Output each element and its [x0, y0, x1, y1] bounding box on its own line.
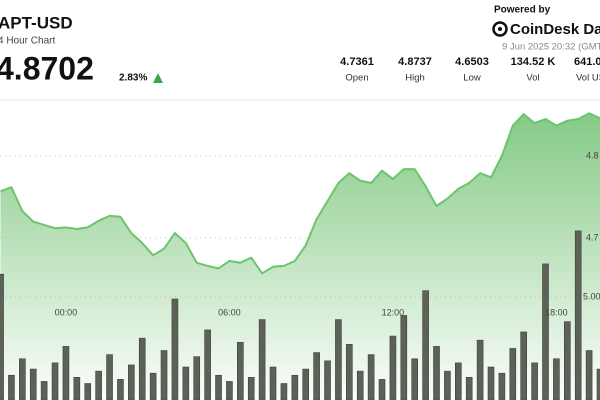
volume-bar: [182, 366, 190, 400]
volume-bar: [171, 298, 179, 400]
stat-label: Vol: [526, 73, 539, 84]
volume-bar: [8, 374, 15, 400]
volume-bar: [51, 362, 59, 400]
stat-label: Low: [463, 73, 481, 84]
volume-bar: [542, 263, 549, 400]
powered-by: Powered by: [494, 5, 551, 16]
volume-bar: [346, 344, 353, 400]
volume-bar: [204, 329, 211, 400]
volume-bar: [138, 337, 146, 400]
plot: 00:00 06:00 12:00 18:00 4.7 4.8 5.00: [0, 112, 600, 400]
area: [0, 113, 600, 400]
period: 4 Hour Chart: [0, 36, 55, 47]
volume-bar: [291, 374, 299, 400]
volume-bar: [73, 377, 81, 400]
price-line: [0, 112, 600, 275]
volume-bar: [335, 319, 342, 400]
volume-bar: [40, 381, 48, 400]
volume-bar: [400, 315, 408, 400]
x-tick-label: 18:00: [545, 307, 568, 317]
volume-bar: [62, 346, 70, 400]
volume-bar: [193, 356, 201, 400]
volume-bar: [553, 358, 560, 400]
volume-bar: [269, 366, 277, 400]
volume-bar: [302, 368, 310, 400]
volume-bar: [596, 368, 600, 400]
volume-bar: [476, 339, 484, 400]
volume-bar: [378, 379, 386, 400]
volume-bar: [0, 273, 4, 400]
volume-bar: [520, 331, 528, 400]
volume-bar: [258, 319, 266, 400]
x-tick-label: 00:00: [55, 307, 78, 317]
volume-bar: [422, 290, 429, 400]
volume-bar: [465, 377, 473, 400]
volume-bar: [509, 348, 517, 400]
volume-bar: [411, 358, 419, 400]
volume-bar: [29, 368, 37, 400]
stat-value: 4.7361: [340, 56, 374, 68]
volume-bar: [487, 366, 495, 400]
x-tick-label: 12:00: [382, 307, 405, 317]
change: 2.83%: [119, 73, 147, 84]
volume-bar: [19, 358, 26, 400]
stat-label: Vol US: [576, 73, 600, 84]
price: 4.8702: [0, 50, 94, 86]
volume-bar: [237, 341, 244, 400]
stats: 4.7361 Open 4.8737 High 4.6503 Low 134.52 K Vol…: [340, 56, 600, 84]
volume-bar: [564, 321, 571, 400]
volume-bar: [280, 383, 288, 400]
volume-bar: [149, 372, 157, 400]
volume-bar: [215, 374, 222, 400]
volume-bar: [117, 379, 124, 400]
up-arrow: [153, 73, 163, 83]
volume-bar: [160, 350, 168, 400]
y-tick-label: 4.7: [586, 232, 599, 242]
logo-dot: [498, 27, 502, 31]
x-tick-label: 06:00: [218, 307, 241, 317]
volume-bar: [128, 364, 135, 400]
volume-bar: [531, 362, 538, 400]
stat-value: 4.8737: [398, 56, 432, 68]
volume-bar: [324, 360, 331, 400]
stat-value: 4.6503: [455, 56, 489, 68]
volume-bar: [95, 370, 102, 400]
volume-bar: [498, 372, 506, 400]
volume-bar: [574, 230, 582, 400]
logo: [492, 21, 508, 37]
stat-value: 134.52 K: [511, 56, 556, 68]
volume-bar: [247, 377, 255, 400]
volume-bar: [444, 370, 451, 400]
volume-bar: [455, 362, 462, 400]
volume-bar: [585, 350, 593, 400]
stat-value: 641.03: [574, 56, 600, 68]
y2-tick-label: 5.00: [583, 291, 600, 301]
volume-bar: [433, 346, 440, 400]
stat-label: Open: [345, 73, 368, 84]
brand: CoinDesk Data: [510, 21, 600, 38]
volume-bar: [84, 383, 92, 400]
volume-bar: [389, 335, 397, 400]
volume-bar: [356, 370, 364, 400]
timestamp: 9 Jun 2025 20:32 (GMT: [502, 42, 600, 53]
volume-bar: [367, 354, 375, 400]
symbol: APT-USD: [0, 13, 73, 32]
volume-bar: [226, 381, 233, 400]
volume-bar: [313, 352, 320, 400]
y-tick-label: 4.8: [586, 150, 599, 160]
stat-label: High: [405, 73, 425, 84]
volume-bar: [106, 354, 113, 400]
